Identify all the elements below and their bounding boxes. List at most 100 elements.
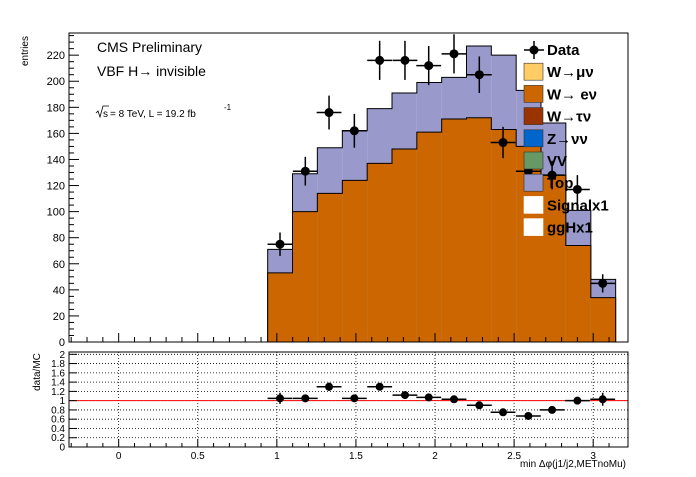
data-point: [349, 126, 359, 136]
hist-bar-wenu-11: [541, 175, 566, 342]
ratio-point: [598, 395, 607, 404]
hist-bar-wenu-9: [491, 129, 517, 342]
lumi-text: = 8 TeV, L = 19.2 fb: [110, 109, 196, 120]
lumi-sqrt-s: s: [103, 109, 108, 120]
data-point: [598, 278, 608, 288]
ratio-point: [375, 382, 384, 391]
y-tick-label: 140: [47, 154, 65, 166]
y-tick-label: 120: [47, 181, 65, 193]
legend-label-z-: Z→νν: [547, 131, 588, 148]
ratio-point: [475, 401, 484, 410]
ratio-y-tick-label: 2: [59, 350, 65, 361]
ratio-y-tick-label: 0: [59, 443, 65, 454]
hist-bar-wenu-13: [590, 297, 616, 342]
legend-data-marker-icon: [529, 45, 539, 55]
legend: Data W→μν W→ eν W→τν Z→νν VV Top Signalx1 ggHx1: [523, 41, 609, 237]
ratio-y-tick-label: 1: [59, 396, 65, 407]
data-points: [267, 34, 616, 293]
ratio-point: [450, 395, 459, 404]
legend-label-signalx1: Signalx1: [547, 197, 609, 214]
data-point: [498, 138, 508, 148]
legend-label-top: Top: [547, 175, 573, 192]
data-point: [449, 49, 459, 59]
ratio-points: [267, 382, 616, 420]
legend-swatch-w-: [523, 107, 544, 125]
y-tick-label: 100: [47, 207, 65, 219]
legend-label-vv: VV: [547, 153, 567, 170]
data-point: [300, 166, 310, 176]
ratio-point: [424, 393, 433, 402]
data-point: [375, 55, 385, 65]
sqrt-sign-icon: [95, 105, 109, 119]
hist-bar-wenu-4: [367, 163, 392, 342]
data-point: [424, 61, 434, 71]
ratio-point: [499, 408, 508, 417]
y-axis-label: entries: [20, 36, 31, 66]
data-point: [400, 55, 410, 65]
hist-bar-wenu-2: [317, 193, 343, 342]
data-point: [474, 70, 484, 80]
ratio-plot-frame: [68, 351, 629, 448]
x-tick-label: 2: [432, 451, 438, 462]
legend-label-w-e-: W→ eν: [547, 86, 597, 103]
data-point: [572, 184, 582, 194]
x-tick-label: 3: [590, 451, 596, 462]
ratio-point: [301, 394, 310, 403]
legend-swatch-w-e-: [523, 85, 544, 103]
ratio-point: [573, 396, 582, 405]
hist-bar-wenu-3: [342, 180, 368, 342]
ratio-y-tick-label: 0.8: [51, 405, 65, 416]
ratio-y-axis: 00.20.40.60.811.21.41.61.82: [51, 350, 77, 454]
ratio-y-tick-label: 1.4: [51, 378, 65, 389]
data-point: [324, 108, 334, 118]
legend-swatch-vv: [523, 151, 544, 170]
legend-swatch-gghx1: [523, 218, 544, 236]
ratio-point: [524, 411, 533, 420]
hist-bar-wenu-12: [565, 245, 591, 342]
ratio-y-axis-label: data/MC: [32, 353, 43, 391]
y-tick-label: 0: [59, 337, 65, 349]
legend-label-gghx1: ggHx1: [547, 220, 593, 237]
lumi-exponent: -1: [224, 103, 232, 112]
y-tick-label: 160: [47, 128, 65, 140]
hist-outline-wenu: [267, 117, 617, 342]
ratio-point: [276, 394, 285, 403]
legend-label-w-: W→μν: [547, 64, 594, 81]
y-tick-label: 80: [53, 233, 65, 245]
ratio-y-tick-label: 0.2: [51, 433, 65, 444]
ratio-y-tick-label: 1.2: [51, 387, 65, 398]
ratio-point: [548, 405, 557, 414]
cms-label: CMS Preliminary: [97, 39, 202, 55]
ratio-point: [350, 394, 359, 403]
legend-swatch-top: [523, 173, 544, 192]
ratio-y-tick-label: 1.6: [51, 368, 65, 379]
legend-swatch-z-: [523, 129, 544, 148]
ratio-point: [325, 382, 334, 391]
y-tick-label: 220: [47, 50, 65, 62]
ratio-point: [400, 391, 409, 400]
hist-bar-wenu-5: [391, 149, 417, 342]
ratio-x-axis: 0 0.5 1 1.5 2 2.5 3: [70, 439, 610, 462]
data-point: [547, 170, 557, 180]
hist-bar-wenu-1: [292, 211, 318, 342]
legend-swatch-w-: [523, 62, 544, 81]
legend-label-w-: W→τν: [547, 109, 591, 126]
legend-label-data: Data: [547, 42, 580, 59]
y-tick-label: 40: [53, 285, 65, 297]
hist-outline-top: [267, 45, 617, 342]
ratio-y-tick-label: 0.6: [51, 415, 65, 426]
ratio-gridlines: [69, 352, 628, 448]
x-axis-label: min Δφ(j1/j2,METnoMu): [520, 459, 626, 470]
x-tick-label: 0: [116, 451, 122, 462]
y-tick-label: 60: [53, 259, 65, 271]
upper-plot-frame: [68, 32, 629, 343]
upper-x-axis: [70, 333, 610, 342]
ratio-y-tick-label: 1.8: [51, 359, 65, 370]
hist-bar-wenu-6: [416, 132, 442, 342]
stacked-histogram: [267, 45, 617, 343]
hist-bar-wenu-7: [441, 119, 467, 343]
data-point: [275, 239, 285, 249]
y-tick-label: 200: [47, 76, 65, 88]
